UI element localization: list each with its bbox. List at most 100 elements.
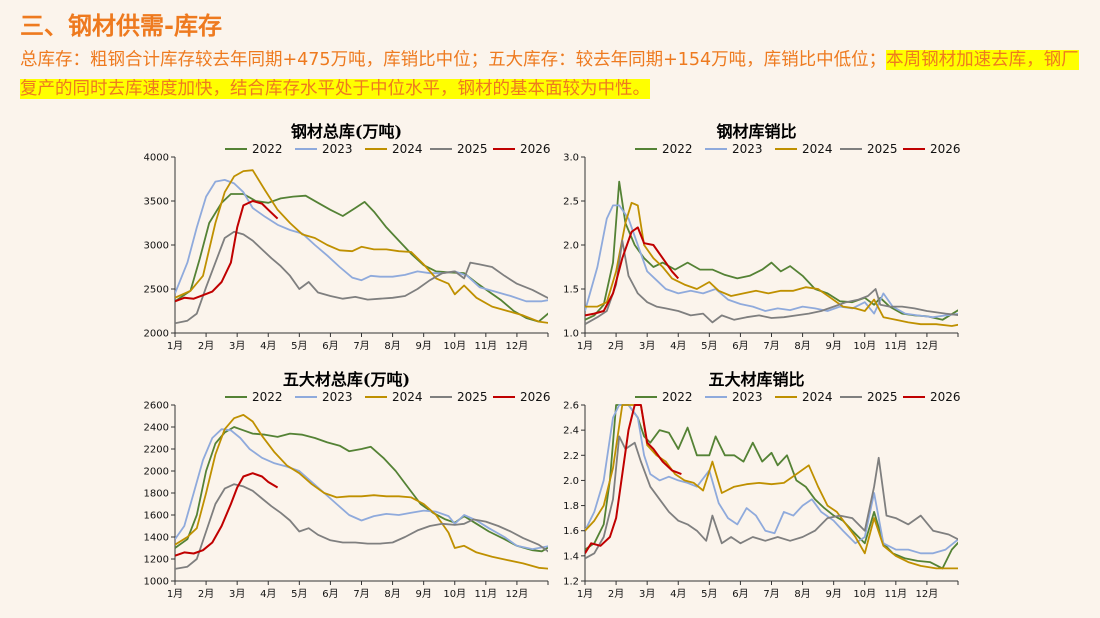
series-line-2023 [585,404,958,555]
series-line-2026 [585,226,680,317]
chart-five-major-inventory-sales-ratio: 五大材库销比 2022 2023 2024 2025 2026 1.2 1.4 1.6 1.8 2.… [540,368,970,608]
legend-label-2026: 2026 [930,390,961,404]
chart-svg: 五大材总库(万吨)2022 2023 2024 2025 2026 1000 1200 140… [144,370,551,600]
y-tick-label: 3.0 [563,153,579,164]
x-tick-label: 12月 [916,588,939,600]
x-tick-label: 3月 [639,588,655,600]
legend-label-2023: 2023 [732,390,763,404]
legend-label-2023: 2023 [732,142,763,156]
y-tick-label: 1800 [144,489,169,500]
summary-text: 总库存：粗钢合计库存较去年同期+475万吨，库销比中位；五大库存：较去年同期+1… [20,46,1082,104]
x-tick-label: 8月 [794,588,810,600]
legend-label-2024: 2024 [802,390,833,404]
y-tick-label: 2.6 [563,401,579,412]
series-line-2026 [175,200,279,303]
x-tick-label: 2月 [198,340,214,352]
x-tick-label: 7月 [763,588,779,600]
x-tick-label: 2月 [608,340,624,352]
series-line-2026 [175,472,279,557]
x-tick-label: 6月 [322,588,338,600]
legend-label-2022: 2022 [252,142,283,156]
x-tick-label: 10月 [443,340,466,352]
page-title: 三、钢材供需-库存 [20,12,222,40]
x-tick-label: 7月 [763,340,779,352]
x-tick-label: 1月 [167,588,183,600]
y-tick-label: 4000 [144,153,169,164]
y-tick-label: 2500 [144,285,169,296]
x-tick-label: 6月 [322,340,338,352]
series-line-2023 [585,204,958,319]
x-tick-label: 11月 [884,340,907,352]
legend-label-2024: 2024 [802,142,833,156]
legend-label-2022: 2022 [252,390,283,404]
series-line-2024 [175,414,548,570]
series-line-2024 [175,169,548,324]
y-tick-label: 1600 [144,511,169,522]
x-tick-label: 12月 [506,588,529,600]
summary-plain: 总库存：粗钢合计库存较去年同期+475万吨，库销比中位；五大库存：较去年同期+1… [20,50,887,70]
x-tick-label: 10月 [443,588,466,600]
x-tick-label: 8月 [384,340,400,352]
x-tick-label: 9月 [415,588,431,600]
series-line-2022 [585,404,958,570]
x-tick-label: 9月 [415,340,431,352]
legend-label-2026: 2026 [520,390,551,404]
x-tick-label: 10月 [853,340,876,352]
x-tick-label: 12月 [506,340,529,352]
series-line-2025 [585,239,958,325]
y-tick-label: 1400 [144,533,169,544]
x-tick-label: 11月 [474,588,497,600]
x-tick-label: 9月 [825,340,841,352]
series-line-2024 [585,201,958,327]
legend-label-2024: 2024 [392,142,423,156]
x-tick-label: 8月 [794,340,810,352]
legend-label-2025: 2025 [867,390,898,404]
x-tick-label: 4月 [260,588,276,600]
x-tick-label: 3月 [639,340,655,352]
legend-label-2026: 2026 [520,142,551,156]
x-tick-label: 2月 [608,588,624,600]
x-tick-label: 5月 [701,588,717,600]
y-tick-label: 2.0 [563,241,579,252]
legend-label-2023: 2023 [322,142,353,156]
series-line-2025 [175,230,548,325]
legend-label-2022: 2022 [662,390,693,404]
series-line-2023 [175,179,548,303]
x-tick-label: 7月 [353,588,369,600]
y-tick-label: 3500 [144,197,169,208]
x-tick-label: 1月 [167,340,183,352]
legend-label-2026: 2026 [930,142,961,156]
x-tick-label: 4月 [260,340,276,352]
x-tick-label: 6月 [732,340,748,352]
y-tick-label: 2200 [144,445,169,456]
y-tick-label: 1000 [144,577,169,588]
x-tick-label: 5月 [291,340,307,352]
y-tick-label: 2400 [144,423,169,434]
y-tick-label: 1.2 [563,577,579,588]
y-tick-label: 1.0 [563,329,579,340]
x-tick-label: 5月 [291,588,307,600]
x-tick-label: 2月 [198,588,214,600]
y-tick-label: 2600 [144,401,169,412]
legend-label-2025: 2025 [867,142,898,156]
x-tick-label: 12月 [916,340,939,352]
x-tick-label: 3月 [229,588,245,600]
x-tick-label: 5月 [701,340,717,352]
x-tick-label: 6月 [732,588,748,600]
y-tick-label: 2000 [144,329,169,340]
y-tick-label: 1.4 [563,551,579,562]
y-tick-label: 1.5 [563,285,579,296]
legend-label-2025: 2025 [457,142,488,156]
series-line-2022 [585,180,958,321]
y-tick-label: 2.2 [563,451,579,462]
y-tick-label: 2000 [144,467,169,478]
chart-steel-total-inventory: 钢材总库(万吨) 2022 2023 2024 2025 2026 2000 2500 3000… [130,120,560,360]
x-tick-label: 1月 [577,588,593,600]
y-tick-label: 1200 [144,555,169,566]
y-tick-label: 2.4 [563,426,579,437]
x-tick-label: 4月 [670,340,686,352]
chart-title: 钢材库销比 [716,122,796,141]
x-tick-label: 8月 [384,588,400,600]
chart-title: 钢材总库(万吨) [291,122,402,141]
legend-label-2025: 2025 [457,390,488,404]
